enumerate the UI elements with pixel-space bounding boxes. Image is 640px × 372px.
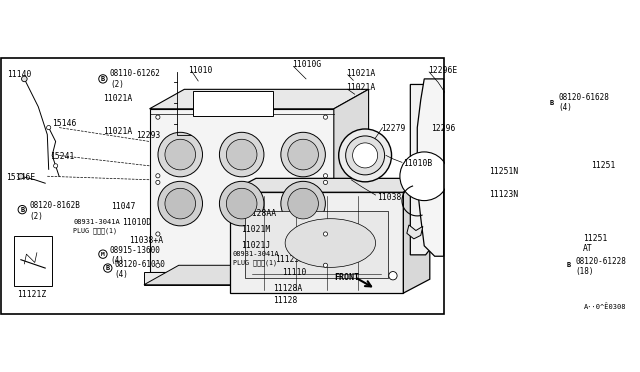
- Bar: [245, 211, 388, 278]
- Text: 11251N: 11251N: [489, 167, 518, 176]
- Circle shape: [323, 180, 328, 185]
- Text: PLUG プラグ(1): PLUG プラグ(1): [73, 227, 117, 234]
- Text: A··0^Ȇ0308: A··0^Ȇ0308: [584, 304, 627, 310]
- Circle shape: [18, 173, 24, 179]
- Circle shape: [156, 115, 160, 119]
- Text: PLUG プラグ(1): PLUG プラグ(1): [233, 259, 277, 266]
- Text: B: B: [549, 100, 554, 106]
- Circle shape: [54, 164, 58, 168]
- Text: 11010G: 11010G: [292, 61, 321, 70]
- Text: 11021A: 11021A: [346, 69, 376, 78]
- Polygon shape: [417, 79, 444, 256]
- Text: 11010B: 11010B: [403, 159, 433, 168]
- Text: 11121Z: 11121Z: [17, 290, 47, 299]
- Text: M: M: [101, 251, 105, 257]
- Circle shape: [47, 125, 51, 130]
- Text: B: B: [106, 265, 110, 271]
- Text: 15146E: 15146E: [6, 173, 35, 182]
- Circle shape: [288, 139, 319, 170]
- Text: 11010: 11010: [188, 66, 212, 75]
- Polygon shape: [403, 178, 430, 293]
- Circle shape: [323, 115, 328, 119]
- Text: 11021M: 11021M: [241, 225, 270, 234]
- Circle shape: [281, 181, 325, 226]
- Circle shape: [323, 174, 328, 178]
- Circle shape: [388, 272, 397, 280]
- Text: 11140: 11140: [7, 70, 31, 79]
- Circle shape: [165, 188, 196, 219]
- Polygon shape: [230, 192, 403, 293]
- Text: 11123M: 11123M: [275, 255, 304, 264]
- Text: 11021A: 11021A: [103, 94, 132, 103]
- Text: 11128A: 11128A: [273, 285, 303, 294]
- Text: 08120-61628
(4): 08120-61628 (4): [559, 93, 609, 112]
- Circle shape: [22, 76, 27, 82]
- Text: 11021A: 11021A: [103, 127, 132, 136]
- Polygon shape: [144, 272, 339, 285]
- Polygon shape: [334, 89, 369, 272]
- Text: 11038+A: 11038+A: [129, 236, 163, 245]
- Text: 11021J: 11021J: [241, 241, 270, 250]
- Circle shape: [281, 132, 325, 177]
- Polygon shape: [144, 265, 374, 285]
- Text: 08120-61010
(4): 08120-61010 (4): [115, 260, 166, 279]
- Text: 08915-13600
(4): 08915-13600 (4): [110, 246, 161, 265]
- Circle shape: [400, 152, 449, 201]
- Text: 08120-8162B
(2): 08120-8162B (2): [29, 201, 80, 221]
- Text: 08110-61262
(2): 08110-61262 (2): [110, 69, 161, 89]
- Text: 11251: 11251: [583, 234, 607, 243]
- Circle shape: [353, 143, 378, 168]
- Ellipse shape: [285, 219, 376, 267]
- Text: 00933-1301A: 00933-1301A: [197, 95, 244, 101]
- Polygon shape: [150, 109, 334, 272]
- Circle shape: [156, 174, 160, 178]
- Text: 15146: 15146: [52, 119, 77, 128]
- Circle shape: [323, 263, 328, 267]
- Text: 11010D: 11010D: [122, 218, 151, 227]
- Text: AT: AT: [583, 244, 593, 253]
- Polygon shape: [150, 89, 369, 109]
- Circle shape: [156, 232, 160, 236]
- Text: 11251: 11251: [591, 161, 616, 170]
- Circle shape: [156, 263, 160, 267]
- Circle shape: [220, 132, 264, 177]
- Text: 12296: 12296: [431, 125, 456, 134]
- Text: B: B: [20, 206, 24, 213]
- Bar: [14, 236, 52, 286]
- Text: 11123N: 11123N: [489, 190, 518, 199]
- Circle shape: [220, 181, 264, 226]
- Text: 12293: 12293: [136, 131, 160, 140]
- Text: FRONT: FRONT: [334, 273, 359, 282]
- Circle shape: [156, 180, 160, 185]
- Text: 08931-3041A: 08931-3041A: [73, 219, 120, 225]
- Bar: [193, 92, 273, 116]
- Text: B: B: [567, 262, 571, 268]
- Text: 08120-61228
(18): 08120-61228 (18): [576, 257, 627, 276]
- Text: 11038: 11038: [377, 193, 401, 202]
- Text: 11110: 11110: [282, 268, 306, 277]
- Text: 12296E: 12296E: [428, 66, 457, 75]
- Text: 11021A: 11021A: [346, 83, 376, 92]
- Text: B: B: [101, 76, 105, 82]
- Polygon shape: [230, 178, 430, 192]
- Text: 15241: 15241: [50, 152, 74, 161]
- Circle shape: [339, 129, 392, 182]
- Circle shape: [158, 132, 202, 177]
- Circle shape: [227, 188, 257, 219]
- Polygon shape: [407, 225, 423, 239]
- Circle shape: [158, 181, 202, 226]
- Text: PLUG プラグ＜12＞: PLUG プラグ＜12＞: [197, 104, 245, 111]
- Text: 12279: 12279: [381, 125, 406, 134]
- Text: 11128: 11128: [273, 296, 298, 305]
- Text: 11047: 11047: [111, 202, 136, 211]
- Circle shape: [323, 232, 328, 236]
- Circle shape: [346, 136, 385, 175]
- Text: 11128AA: 11128AA: [242, 209, 276, 218]
- Circle shape: [165, 139, 196, 170]
- Circle shape: [288, 188, 319, 219]
- Circle shape: [227, 139, 257, 170]
- Text: 08931-3041A: 08931-3041A: [233, 251, 280, 257]
- Polygon shape: [410, 84, 438, 255]
